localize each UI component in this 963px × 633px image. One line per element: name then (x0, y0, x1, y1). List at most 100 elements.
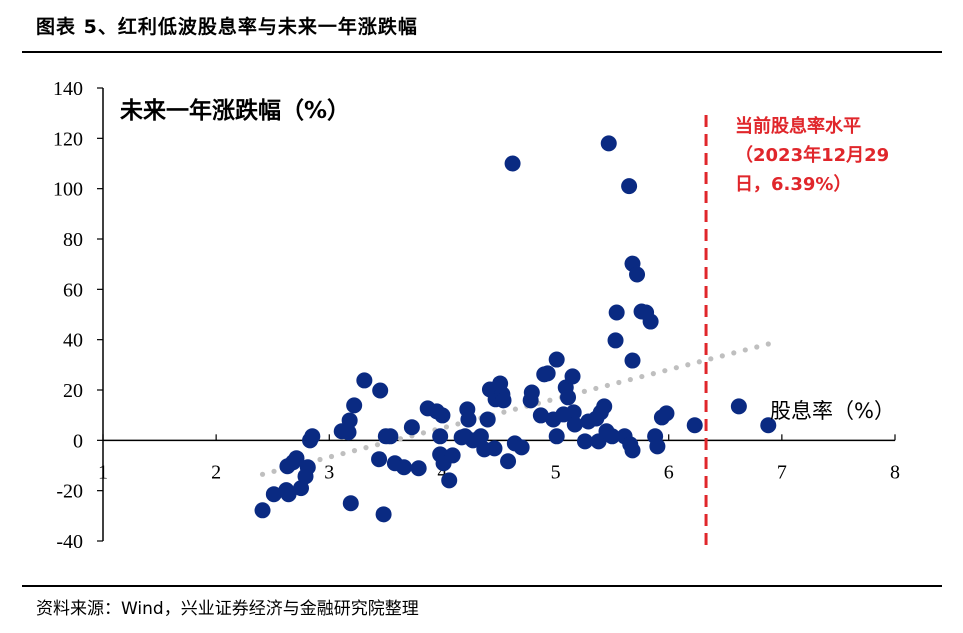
x-tick-label: 4 (437, 461, 447, 483)
trendline-dot (696, 359, 702, 365)
data-point (604, 428, 621, 445)
trendline-dot (650, 371, 656, 377)
data-point (513, 439, 530, 456)
trendline-dot (593, 385, 599, 392)
x-tick-label: 3 (324, 461, 334, 483)
data-point (375, 506, 392, 523)
data-point (642, 313, 659, 330)
data-point (340, 424, 357, 441)
trendline-dot (328, 453, 335, 460)
data-point (564, 368, 581, 385)
trendline-dot (443, 424, 450, 430)
data-point (288, 450, 305, 467)
data-point (479, 411, 496, 428)
y-tick-label: 40 (63, 330, 83, 352)
trendline-dot (765, 341, 771, 347)
x-tick-label: 6 (664, 461, 674, 483)
data-point (532, 407, 549, 424)
data-point (341, 412, 358, 429)
figure-title: 图表 5、红利低波股息率与未来一年涨跌幅 (36, 16, 418, 38)
y-axis-label: 未来一年涨跌幅（%） (120, 97, 350, 124)
trendline-dot (501, 409, 507, 415)
trendline-dot (604, 382, 610, 389)
data-point (607, 332, 624, 349)
data-point (539, 365, 556, 382)
trendline-dot (581, 388, 587, 394)
trendline-dot (616, 379, 622, 386)
data-point (624, 442, 641, 459)
data-point (382, 428, 399, 445)
data-point (342, 495, 359, 512)
data-point (760, 417, 777, 434)
x-tick-label: 5 (551, 461, 561, 483)
trendline-dot (731, 350, 737, 356)
trendline-dot (547, 397, 553, 403)
data-point (649, 438, 666, 455)
trendline-dot (627, 376, 633, 383)
data-point (299, 459, 316, 476)
data-point (403, 419, 420, 436)
trendline-dot (639, 373, 645, 380)
bottom-rule (22, 585, 942, 587)
data-point (486, 440, 503, 457)
data-point (371, 451, 388, 468)
data-point (432, 428, 449, 445)
data-point (410, 460, 427, 477)
trendline-dot (742, 347, 748, 353)
y-tick-label: -40 (56, 531, 83, 553)
source-note: 资料来源：Wind，兴业证券经济与金融研究院整理 (36, 599, 419, 619)
data-point (346, 397, 363, 414)
data-point (565, 404, 582, 421)
y-tick-label: 60 (63, 279, 83, 301)
data-point (658, 405, 675, 422)
x-axis-label: 股息率（%） (770, 399, 895, 423)
y-tick-label: 20 (63, 380, 83, 402)
data-point (624, 352, 641, 369)
x-tick-label: 8 (890, 461, 900, 483)
reference-label: 当前股息率水平 (735, 115, 861, 137)
x-tick-label: 1 (98, 461, 108, 483)
trendline-dot (455, 421, 461, 427)
data-point (472, 428, 489, 445)
data-point (629, 266, 646, 283)
data-point (441, 472, 458, 489)
trendline-dot (259, 471, 266, 477)
data-point (576, 433, 593, 450)
data-point (600, 135, 617, 152)
data-point (566, 416, 583, 433)
y-tick-label: 120 (53, 128, 83, 150)
data-point (460, 411, 477, 428)
data-point (686, 417, 703, 434)
trendline-dot (317, 456, 323, 463)
data-point (356, 372, 373, 389)
trendline-dot (420, 430, 427, 436)
y-tick-label: 140 (53, 78, 83, 100)
data-point (523, 384, 540, 401)
trendline-dot (685, 362, 691, 368)
data-point (548, 428, 565, 445)
data-point (265, 486, 282, 503)
data-point (596, 398, 613, 415)
trendline-dot (719, 353, 725, 359)
data-point (608, 304, 625, 321)
data-point (548, 351, 565, 368)
y-tick-label: 100 (53, 179, 83, 201)
data-point (504, 155, 521, 172)
data-point (280, 486, 297, 503)
data-point (254, 502, 271, 519)
trendline-dot (374, 442, 381, 448)
trendline-dot (512, 406, 519, 412)
trendline-dot (351, 448, 358, 454)
top-rule (22, 51, 942, 53)
data-point (434, 407, 451, 424)
data-point (730, 398, 747, 415)
trendline-dot (754, 344, 760, 350)
y-tick-label: 0 (73, 430, 83, 452)
data-point (304, 428, 321, 445)
trendline-dot (662, 368, 668, 374)
data-point (621, 178, 638, 195)
data-point (560, 389, 577, 406)
y-tick-label: 80 (63, 229, 83, 251)
